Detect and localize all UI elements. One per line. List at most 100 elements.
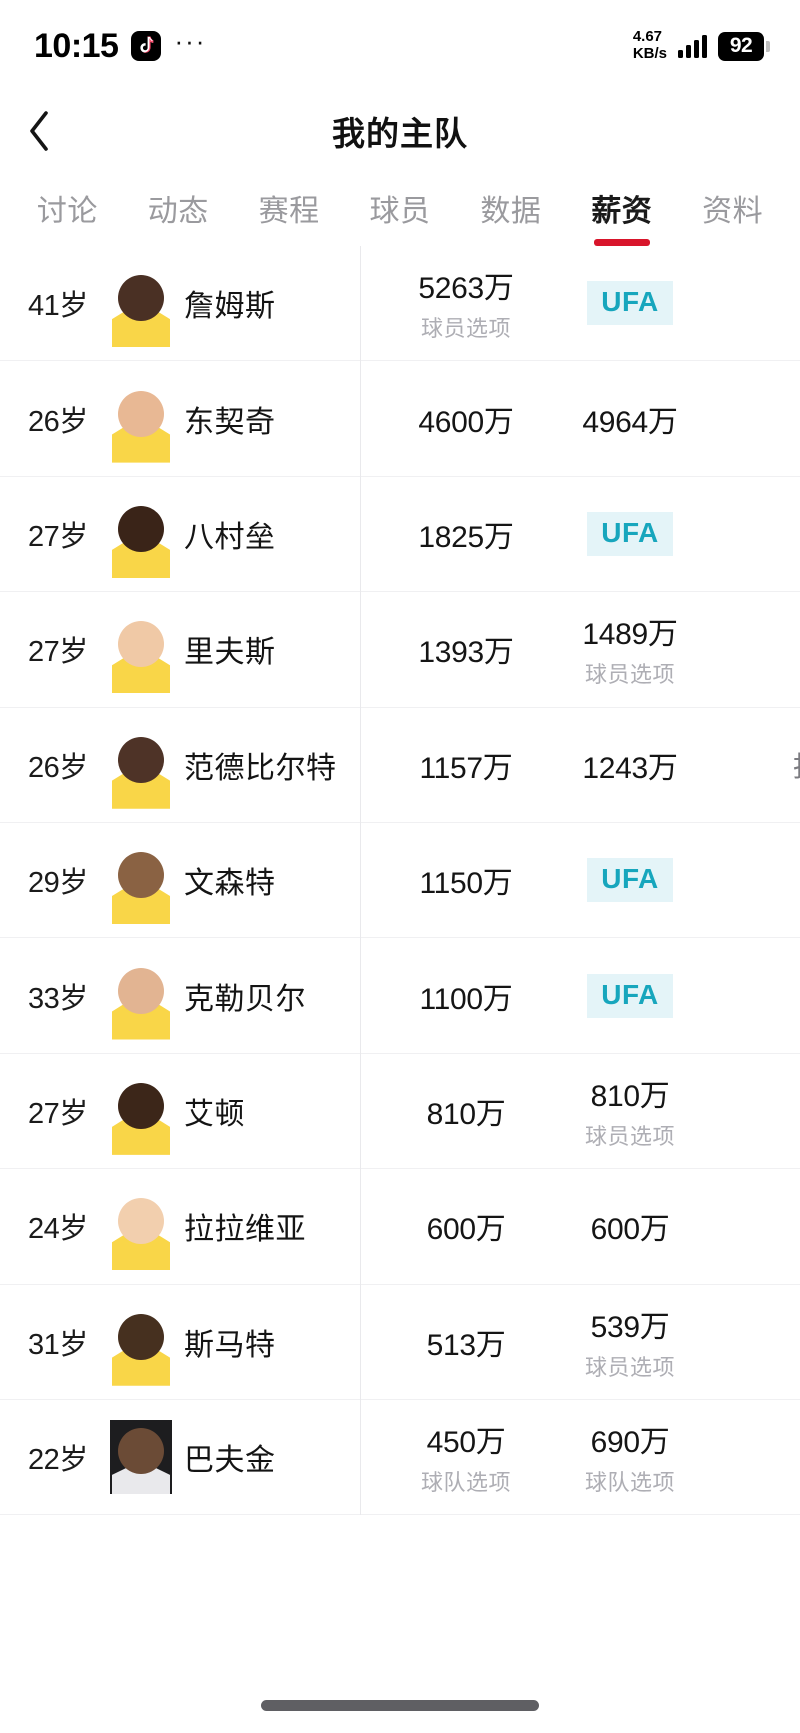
status-bar: 10:15 ··· 4.67 KB/s 92	[0, 0, 800, 92]
tab-label: 资料	[702, 195, 764, 228]
player-cell[interactable]: 27岁 八村垒	[0, 477, 360, 591]
player-cell[interactable]: 31岁 斯马特	[0, 1285, 360, 1399]
player-cell[interactable]: 26岁 东契奇	[0, 361, 360, 475]
table-row[interactable]: 26岁 范德比尔特 1157万 1243万 报	[0, 708, 800, 823]
player-cell[interactable]: 27岁 里夫斯	[0, 592, 360, 706]
salary-cell-2: 1243万	[548, 743, 712, 787]
avatar	[110, 721, 172, 809]
salary-cell-1: 4600万	[384, 397, 548, 441]
salary-amount: 690万	[590, 1426, 670, 1460]
tab-label: 动态	[147, 195, 209, 228]
avatar	[110, 1298, 172, 1386]
table-row[interactable]: 27岁 里夫斯 1393万 1489万 球员选项	[0, 592, 800, 708]
status-badge: UFA	[587, 281, 673, 326]
player-cell[interactable]: 24岁 拉拉维亚	[0, 1169, 360, 1283]
salary-amount: 600万	[590, 1213, 670, 1247]
salary-amount: 513万	[426, 1328, 506, 1362]
salary-amount: 1825万	[418, 520, 514, 554]
salary-note: 球员选项	[584, 1123, 675, 1149]
player-name: 拉拉维亚	[184, 1213, 306, 1247]
table-row[interactable]: 29岁 文森特 1150万 UFA	[0, 823, 800, 939]
tab-4[interactable]: 数据	[455, 186, 566, 246]
player-name: 巴夫金	[184, 1444, 276, 1478]
salary-amount: 1150万	[419, 867, 513, 901]
salary-cells: 810万 810万 球员选项	[360, 1054, 800, 1168]
salary-table-body[interactable]: 41岁 詹姆斯 5263万 球员选项 UFA 26岁 东契奇 4600万 4964万 27岁 八村垒…	[0, 246, 800, 1516]
avatar	[110, 605, 172, 694]
player-cell[interactable]: 33岁 克勒贝尔	[0, 938, 360, 1052]
player-cell[interactable]: 22岁 巴夫金	[0, 1400, 360, 1514]
avatar-head	[118, 852, 164, 899]
avatar	[110, 1420, 172, 1495]
salary-cell-1: 1150万	[384, 858, 548, 902]
table-row[interactable]: 26岁 东契奇 4600万 4964万	[0, 361, 800, 477]
avatar-head	[118, 967, 164, 1014]
salary-cells: 1825万 UFA	[360, 477, 800, 591]
battery-indicator: 92	[718, 31, 770, 61]
tab-label: 数据	[480, 195, 542, 228]
player-name: 詹姆斯	[184, 290, 276, 324]
player-cell[interactable]: 27岁 艾顿	[0, 1054, 360, 1168]
battery-percent-label: 92	[718, 31, 764, 61]
salary-cell-2: 810万 球员选项	[548, 1071, 712, 1151]
player-name: 艾顿	[184, 1097, 245, 1131]
player-cell[interactable]: 29岁 文森特	[0, 823, 360, 937]
salary-cell-2: UFA	[548, 281, 712, 326]
avatar	[110, 952, 172, 1040]
table-row[interactable]: 31岁 斯马特 513万 539万球员选项	[0, 1285, 800, 1400]
salary-amount: 539万	[590, 1310, 670, 1344]
network-speed: 4.67 KB/s	[632, 28, 667, 63]
salary-amount: 600万	[426, 1213, 506, 1247]
tab-6[interactable]: 资料	[677, 186, 788, 246]
salary-cells: 4600万 4964万	[360, 361, 800, 475]
salary-cell-1: 600万	[384, 1204, 548, 1248]
avatar	[110, 836, 172, 925]
salary-cell-2: 539万球员选项	[548, 1302, 712, 1382]
player-age: 33岁	[28, 982, 88, 1015]
tab-label: 赛程	[258, 195, 320, 228]
avatar-head	[118, 1428, 164, 1475]
salary-cell-1: 1825万	[384, 512, 548, 556]
player-age: 27岁	[28, 1097, 88, 1130]
home-indicator-bar	[261, 1700, 539, 1711]
salary-cell-2: UFA	[548, 511, 712, 556]
table-row[interactable]: 41岁 詹姆斯 5263万 球员选项 UFA	[0, 246, 800, 362]
back-button[interactable]	[26, 92, 86, 170]
player-age: 27岁	[28, 636, 88, 669]
clipped-next-column-text: 报	[793, 745, 800, 785]
salary-cells: 5263万 球员选项 UFA	[360, 246, 800, 360]
avatar-head	[118, 1198, 164, 1245]
tab-5[interactable]: 薪资	[566, 186, 677, 246]
player-age: 41岁	[28, 290, 88, 323]
tab-0[interactable]: 讨论	[12, 186, 123, 246]
network-speed-value: 4.67	[632, 28, 663, 46]
player-age: 31岁	[28, 1328, 88, 1361]
tab-2[interactable]: 赛程	[234, 186, 345, 246]
table-row[interactable]: 22岁 巴夫金 450万 球队选项 690万 球队选项	[0, 1400, 800, 1516]
table-row[interactable]: 33岁 克勒贝尔 1100万 UFA	[0, 938, 800, 1054]
avatar-head	[118, 1082, 164, 1129]
network-speed-unit: KB/s	[632, 45, 667, 62]
tab-1[interactable]: 动态	[123, 186, 234, 246]
salary-cell-1: 1393万	[384, 627, 548, 671]
avatar	[110, 375, 172, 463]
avatar	[110, 490, 172, 578]
salary-cell-1: 5263万 球员选项	[384, 263, 548, 343]
tab-bar[interactable]: 讨论 动态 赛程 球员 数据 薪资 资料	[0, 170, 800, 246]
table-row[interactable]: 27岁 艾顿 810万 810万 球员选项	[0, 1054, 800, 1170]
avatar	[110, 1067, 172, 1155]
salary-note: 球员选项	[584, 1354, 675, 1380]
salary-amount: 4600万	[418, 405, 514, 439]
salary-cell-1: 450万 球队选项	[384, 1417, 548, 1497]
status-badge: UFA	[587, 858, 673, 903]
table-row[interactable]: 24岁 拉拉维亚 600万 600万	[0, 1169, 800, 1285]
salary-cells: 600万 600万	[360, 1169, 800, 1283]
frozen-column-divider	[360, 246, 361, 1515]
tab-3[interactable]: 球员	[345, 186, 456, 246]
player-cell[interactable]: 26岁 范德比尔特	[0, 708, 360, 822]
player-name: 斯马特	[184, 1328, 276, 1362]
player-cell[interactable]: 41岁 詹姆斯	[0, 246, 360, 360]
table-row[interactable]: 27岁 八村垒 1825万 UFA	[0, 477, 800, 593]
salary-cell-1: 513万	[384, 1320, 548, 1364]
